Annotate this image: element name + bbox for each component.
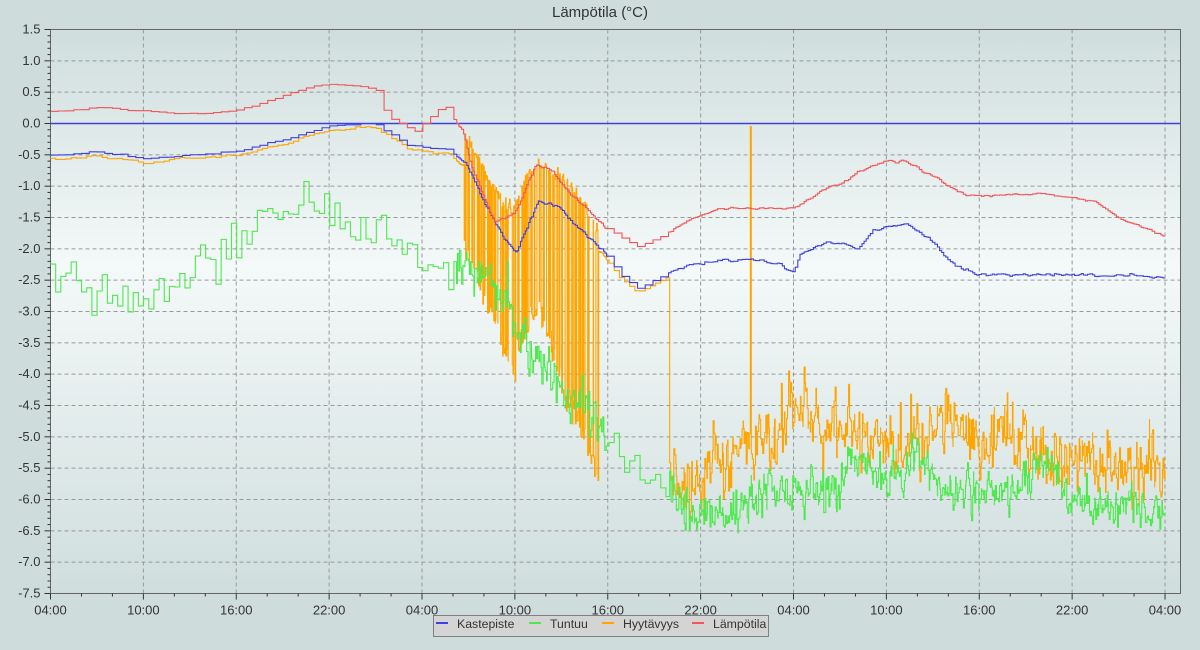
svg-text:16:00: 16:00 xyxy=(963,603,996,618)
svg-text:1.5: 1.5 xyxy=(22,22,40,37)
svg-text:-6.5: -6.5 xyxy=(18,523,40,538)
svg-text:-5.0: -5.0 xyxy=(18,429,40,444)
svg-text:10:00: 10:00 xyxy=(870,603,903,618)
svg-text:-4.5: -4.5 xyxy=(18,398,40,413)
svg-text:10:00: 10:00 xyxy=(127,603,160,618)
svg-text:22:00: 22:00 xyxy=(1056,603,1089,618)
svg-text:04:00: 04:00 xyxy=(34,603,67,618)
svg-text:04:00: 04:00 xyxy=(777,603,810,618)
svg-text:04:00: 04:00 xyxy=(1149,603,1182,618)
svg-text:-7.0: -7.0 xyxy=(18,554,40,569)
svg-text:-0.5: -0.5 xyxy=(18,147,40,162)
svg-text:-2.5: -2.5 xyxy=(18,272,40,287)
svg-text:-1.5: -1.5 xyxy=(18,210,40,225)
svg-text:22:00: 22:00 xyxy=(313,603,346,618)
svg-text:-7.5: -7.5 xyxy=(18,586,40,601)
svg-text:-5.5: -5.5 xyxy=(18,460,40,475)
svg-text:16:00: 16:00 xyxy=(220,603,253,618)
svg-text:0.5: 0.5 xyxy=(22,84,40,99)
svg-text:1.0: 1.0 xyxy=(22,53,40,68)
svg-text:-3.0: -3.0 xyxy=(18,304,40,319)
svg-text:0.0: 0.0 xyxy=(22,116,40,131)
svg-text:-4.0: -4.0 xyxy=(18,366,40,381)
svg-text:-6.0: -6.0 xyxy=(18,492,40,507)
svg-text:-2.0: -2.0 xyxy=(18,241,40,256)
svg-text:-3.5: -3.5 xyxy=(18,335,40,350)
svg-text:-1.0: -1.0 xyxy=(18,178,40,193)
